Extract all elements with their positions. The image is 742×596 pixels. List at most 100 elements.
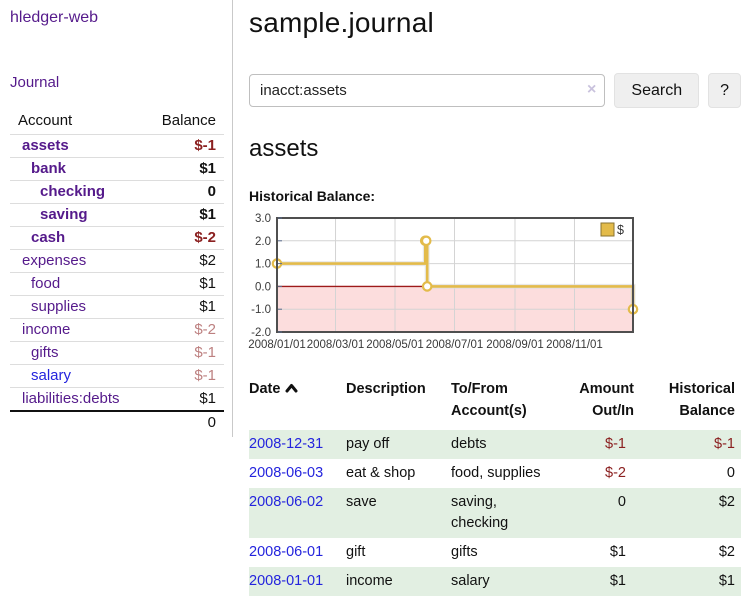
svg-text:-1.0: -1.0: [251, 304, 271, 316]
account-balance: $1: [140, 272, 224, 296]
register-header-row: Date Description To/From Account(s) Amount Ou…: [249, 377, 741, 430]
transaction-row: 2008-01-01 income salary $1 $1: [249, 566, 741, 596]
register-column-header: Amount Out/In: [579, 381, 634, 419]
account-row: saving $1: [10, 203, 224, 227]
transaction-date-link[interactable]: 2008-06-01: [249, 543, 324, 560]
transaction-amount: 0: [617, 493, 626, 510]
chart-legend-label: $: [617, 223, 624, 237]
transaction-balance: 0: [726, 464, 735, 481]
sidebar-account-link[interactable]: cash: [31, 229, 66, 246]
chart-label: Historical Balance:: [249, 188, 376, 204]
transaction-description: income: [346, 572, 393, 589]
account-row: income $-2: [10, 318, 224, 342]
accounts-total-row: 0: [10, 410, 224, 434]
transaction-balance: $-1: [714, 435, 735, 452]
account-balance: 0: [140, 180, 224, 204]
transaction-row: 2008-12-31 pay off debts $-1 $-1: [249, 429, 741, 459]
account-heading: assets: [249, 135, 319, 162]
sidebar-account-link[interactable]: assets: [22, 137, 69, 154]
account-balance: $-1: [140, 364, 224, 388]
search-button[interactable]: Search: [614, 73, 700, 108]
transaction-amount: $1: [609, 543, 626, 560]
transaction-balance: $2: [718, 543, 735, 560]
transaction-amount: $-1: [605, 435, 626, 452]
account-row: food $1: [10, 272, 224, 296]
svg-text:2008/11/01: 2008/11/01: [546, 339, 603, 351]
sort-ascending-icon: [285, 384, 298, 393]
sidebar-account-link[interactable]: expenses: [22, 252, 87, 269]
register-column-header: To/From Account(s): [451, 381, 527, 419]
transaction-accounts: salary: [451, 572, 490, 589]
svg-text:2008/05/01: 2008/05/01: [366, 339, 424, 351]
svg-text:2008/09/01: 2008/09/01: [486, 339, 544, 351]
svg-text:2008/01/01: 2008/01/01: [248, 339, 306, 351]
account-balance: $-1: [140, 341, 224, 365]
svg-text:2008/07/01: 2008/07/01: [426, 339, 484, 351]
transaction-balance: $2: [718, 493, 735, 510]
account-balance: $-1: [140, 134, 224, 158]
search-form: × Search ?: [249, 73, 741, 108]
clear-search-icon[interactable]: ×: [587, 81, 597, 98]
sidebar-account-link[interactable]: supplies: [31, 298, 87, 315]
transaction-balance: $1: [718, 572, 735, 589]
account-balance: $1: [140, 157, 224, 181]
sidebar-item-journal[interactable]: Journal: [10, 74, 60, 91]
transaction-accounts: gifts: [451, 543, 478, 560]
register-column-header: Historical Balance: [668, 381, 735, 419]
register-column-header: Description: [346, 381, 426, 397]
accounts-col-account: Account: [18, 112, 73, 129]
svg-text:-2.0: -2.0: [251, 327, 271, 339]
account-balance: $1: [140, 295, 224, 319]
transaction-accounts: saving, checking: [451, 493, 509, 531]
account-row: bank $1: [10, 157, 224, 181]
sidebar-account-link[interactable]: food: [31, 275, 61, 292]
transaction-date-link[interactable]: 2008-06-02: [249, 493, 324, 510]
svg-text:0.0: 0.0: [255, 281, 271, 293]
account-row: cash $-2: [10, 226, 224, 250]
brand-link[interactable]: hledger-web: [10, 9, 99, 26]
account-balance: $-2: [140, 226, 224, 250]
transaction-amount: $1: [609, 572, 626, 589]
sidebar-account-link[interactable]: salary: [31, 367, 72, 384]
account-balance: $1: [140, 203, 224, 227]
register-body: 2008-12-31 pay off debts $-1 $-1 2008-06-03 ea…: [249, 429, 741, 596]
sidebar-account-link[interactable]: checking: [40, 183, 106, 200]
transaction-date-link[interactable]: 2008-12-31: [249, 435, 324, 452]
svg-text:2.0: 2.0: [255, 236, 271, 248]
sidebar-account-link[interactable]: liabilities:debts: [22, 390, 120, 407]
search-input-wrap: ×: [249, 74, 606, 107]
svg-text:1.0: 1.0: [255, 259, 271, 271]
account-balance: $-2: [140, 318, 224, 342]
account-row: expenses $2: [10, 249, 224, 273]
transaction-row: 2008-06-01 gift gifts $1 $2: [249, 538, 741, 567]
sidebar-account-link[interactable]: bank: [31, 160, 67, 177]
register-column-header[interactable]: Date: [249, 377, 346, 430]
sidebar: hledger-web Journal Account Balance asse…: [0, 0, 233, 437]
transaction-amount: $-2: [605, 464, 626, 481]
accounts-table: Account Balance assets $-1 bank $1 checking 0…: [10, 109, 224, 434]
help-button[interactable]: ?: [708, 73, 741, 108]
transaction-accounts: food, supplies: [451, 464, 541, 481]
account-row: salary $-1: [10, 364, 224, 388]
sidebar-account-link[interactable]: saving: [40, 206, 88, 223]
sidebar-account-link[interactable]: gifts: [31, 344, 59, 361]
accounts-col-balance: Balance: [161, 112, 216, 129]
account-row: assets $-1: [10, 134, 224, 158]
svg-text:2008/03/01: 2008/03/01: [307, 339, 365, 351]
sidebar-account-link[interactable]: income: [22, 321, 71, 338]
transaction-date-link[interactable]: 2008-01-01: [249, 572, 324, 589]
main-content: sample.journal × Search ? assets Histori…: [248, 0, 741, 596]
transaction-description: save: [346, 493, 377, 510]
transaction-accounts: debts: [451, 435, 487, 452]
account-row: liabilities:debts $1: [10, 387, 224, 411]
accounts-header-row: Account Balance: [10, 109, 224, 135]
transaction-row: 2008-06-02 save saving, checking 0 $2: [249, 487, 741, 538]
account-row: supplies $1: [10, 295, 224, 319]
register-table: Date Description To/From Account(s) Amount Ou…: [249, 377, 741, 596]
svg-text:3.0: 3.0: [255, 213, 271, 225]
transaction-row: 2008-06-03 eat & shop food, supplies $-2 0: [249, 459, 741, 488]
transaction-date-link[interactable]: 2008-06-03: [249, 464, 324, 481]
transaction-description: eat & shop: [346, 464, 416, 481]
search-input[interactable]: [249, 74, 606, 107]
